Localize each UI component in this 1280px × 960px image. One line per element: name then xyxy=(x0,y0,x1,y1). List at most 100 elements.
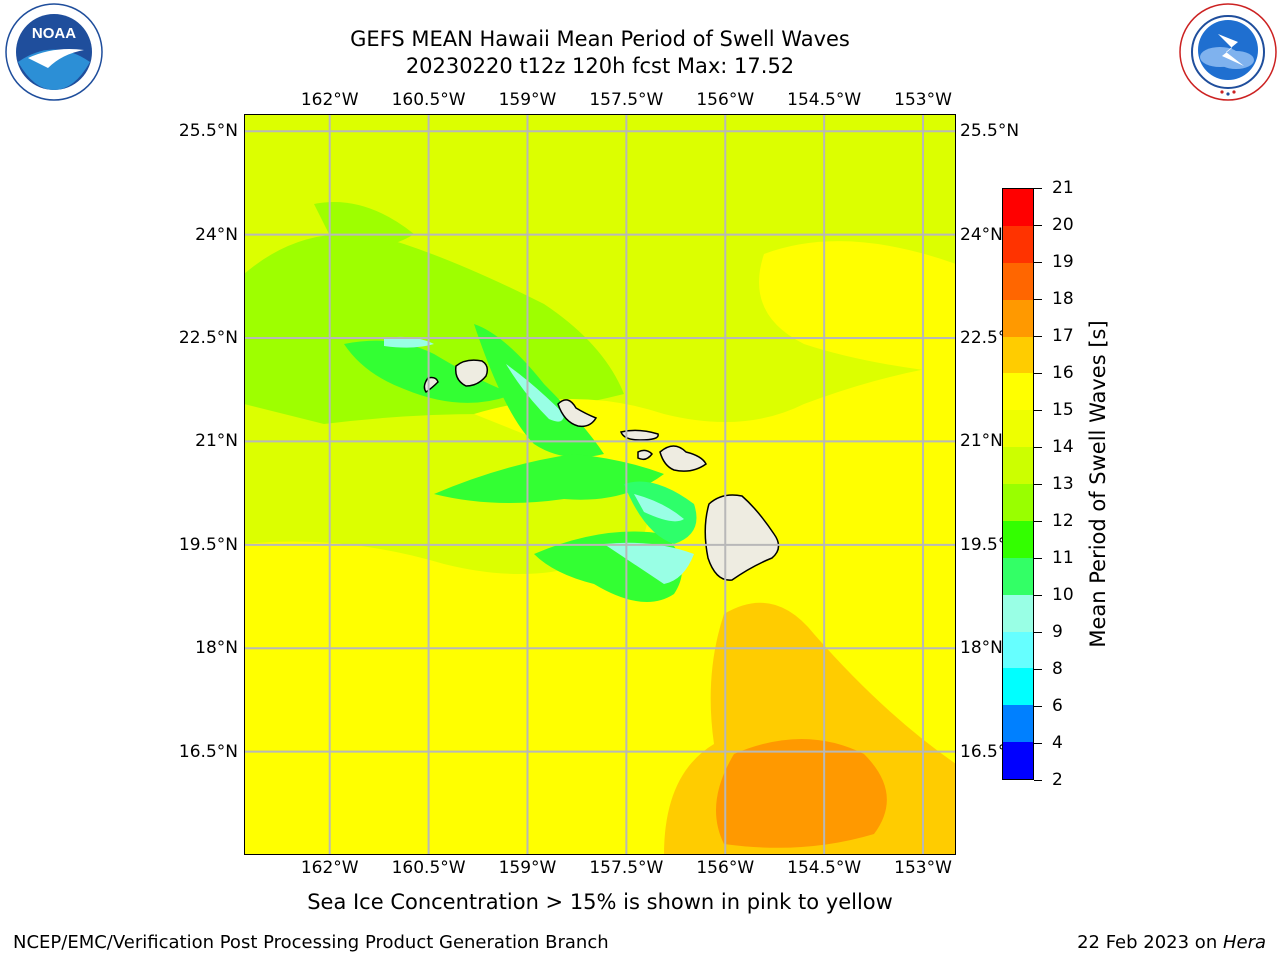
colorbar-segment xyxy=(1003,668,1033,706)
island-kauai xyxy=(454,359,489,387)
colorbar-segment xyxy=(1003,557,1033,595)
lon-tick-label-bottom: 154.5°W xyxy=(787,858,862,878)
island-oahu xyxy=(557,399,598,428)
footer-branch: NCEP/EMC/Verification Post Processing Pr… xyxy=(13,932,609,953)
lat-tick-label-right: 24°N xyxy=(960,224,1003,245)
lat-tick-label-right: 25.5°N xyxy=(960,121,1020,142)
colorbar-tick-label: 13 xyxy=(1052,474,1074,494)
colorbar xyxy=(1002,188,1034,780)
colorbar-tick xyxy=(1034,780,1042,781)
colorbar-segment xyxy=(1003,299,1033,337)
island-lanai xyxy=(637,449,653,461)
island-hawaii xyxy=(704,494,780,581)
colorbar-segment xyxy=(1003,189,1033,226)
field-lee-molokai xyxy=(434,454,664,503)
lon-tick-label-bottom: 157.5°W xyxy=(589,858,664,878)
graticule xyxy=(244,114,956,855)
colorbar-tick xyxy=(1034,743,1042,744)
lat-tick-label-right: 18°N xyxy=(960,638,1003,659)
lat-tick-label-left: 21°N xyxy=(195,431,238,452)
noaa-logo: NOAA xyxy=(4,2,104,102)
colorbar-segment xyxy=(1003,594,1033,632)
colorbar-tick-label: 18 xyxy=(1052,289,1074,309)
field-patch-n xyxy=(314,202,414,248)
colorbar-tick xyxy=(1034,262,1042,263)
colorbar-tick-label: 10 xyxy=(1052,585,1074,605)
colorbar-tick xyxy=(1034,447,1042,448)
colorbar-segment xyxy=(1003,410,1033,448)
colorbar-tick-label: 4 xyxy=(1052,733,1063,753)
colorbar-tick-label: 2 xyxy=(1052,770,1063,790)
lat-tick-label-left: 19.5°N xyxy=(178,534,238,555)
lon-tick-label-top: 160.5°W xyxy=(391,90,466,110)
colorbar-tick-label: 8 xyxy=(1052,659,1063,679)
colorbar-tick xyxy=(1034,373,1042,374)
colorbar-segment xyxy=(1003,705,1033,743)
colorbar-segment xyxy=(1003,520,1033,558)
lat-tick-label-left: 25.5°N xyxy=(178,121,238,142)
lat-tick-label-left: 18°N xyxy=(195,638,238,659)
map-title: GEFS MEAN Hawaii Mean Period of Swell Wa… xyxy=(350,27,850,51)
colorbar-segment xyxy=(1003,262,1033,300)
colorbar-segment xyxy=(1003,447,1033,484)
colorbar-tick-label: 12 xyxy=(1052,511,1074,531)
colorbar-tick xyxy=(1034,595,1042,596)
colorbar-tick-label: 6 xyxy=(1052,696,1063,716)
colorbar-tick xyxy=(1034,225,1042,226)
colorbar-tick xyxy=(1034,632,1042,633)
field-shadow-kauai xyxy=(384,336,434,348)
colorbar-tick xyxy=(1034,188,1042,189)
colorbar-tick xyxy=(1034,299,1042,300)
colorbar-labels: 21 20 19 18 17 16 15 14 13 12 11 10 9 8 6 4 2 xyxy=(1052,178,1112,790)
lon-tick-label-bottom: 153°W xyxy=(894,858,952,878)
colorbar-segment xyxy=(1003,631,1033,669)
colorbar-swatches xyxy=(1002,188,1034,780)
colorbar-segment xyxy=(1003,373,1033,411)
noaa-logo-text: NOAA xyxy=(32,25,76,42)
colorbar-tick xyxy=(1034,706,1042,707)
nws-logo xyxy=(1178,2,1278,102)
colorbar-tick-label: 19 xyxy=(1052,252,1074,272)
lat-tick-label-right: 21°N xyxy=(960,431,1003,452)
colorbar-tick-label: 21 xyxy=(1052,178,1074,198)
field-shadow-oahu xyxy=(506,364,564,422)
colorbar-tick xyxy=(1034,521,1042,522)
lon-tick-label-top: 162°W xyxy=(300,90,359,110)
lon-tick-label-top: 154.5°W xyxy=(787,90,862,110)
colorbar-segment xyxy=(1003,484,1033,521)
lon-tick-label-top: 153°W xyxy=(894,90,952,110)
islands xyxy=(423,359,780,581)
field-shadow-maui xyxy=(634,494,684,522)
colorbar-segment xyxy=(1003,336,1033,374)
lon-tick-label-top: 159°W xyxy=(498,90,557,110)
colorbar-tick-label: 16 xyxy=(1052,363,1074,383)
colorbar-title: Mean Period of Swell Waves [s] xyxy=(1086,320,1110,648)
colorbar-tick xyxy=(1034,669,1042,670)
colorbar-tick xyxy=(1034,410,1042,411)
lat-tick-label-left: 24°N xyxy=(195,224,238,245)
lat-tick-label-left: 22.5°N xyxy=(178,328,238,349)
caption: Sea Ice Concentration > 15% is shown in … xyxy=(307,890,893,914)
lon-tick-label-bottom: 162°W xyxy=(300,858,359,878)
map-frame xyxy=(244,114,956,855)
colorbar-tick-label: 20 xyxy=(1052,215,1074,235)
colorbar-tick-label: 14 xyxy=(1052,437,1074,457)
colorbar-tick-label: 11 xyxy=(1052,548,1074,568)
field-orange-18 xyxy=(716,739,887,848)
field-yellow-ne xyxy=(759,241,956,374)
swell-period-map xyxy=(244,114,956,855)
colorbar-tick xyxy=(1034,558,1042,559)
footer-date: 22 Feb 2023 on Hera xyxy=(1077,932,1266,953)
colorbar-tick xyxy=(1034,484,1042,485)
footer-date-text: 22 Feb 2023 on xyxy=(1077,932,1223,953)
lon-tick-label-top: 157.5°W xyxy=(589,90,664,110)
map-panel xyxy=(244,114,956,855)
colorbar-tick-label: 17 xyxy=(1052,326,1074,346)
colorbar-tick-label: 15 xyxy=(1052,400,1074,420)
footer-machine: Hera xyxy=(1222,932,1266,953)
lon-tick-label-bottom: 159°W xyxy=(498,858,557,878)
colorbar-tick-label: 9 xyxy=(1052,622,1063,642)
lon-tick-label-bottom: 160.5°W xyxy=(391,858,466,878)
lat-tick-label-left: 16.5°N xyxy=(178,741,238,762)
colorbar-segment xyxy=(1003,225,1033,263)
